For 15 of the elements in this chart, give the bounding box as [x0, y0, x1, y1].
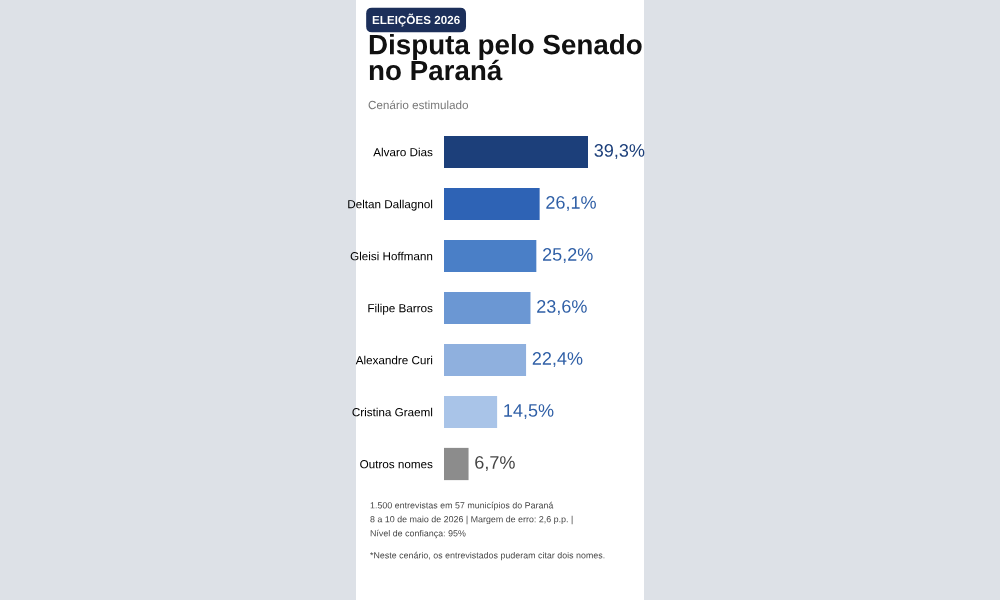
data-label: 39,3%: [594, 144, 645, 159]
bar: [444, 343, 527, 377]
data-label: 25,2%: [543, 248, 593, 263]
data-label: 6,7%: [475, 456, 515, 471]
bar: [444, 447, 469, 481]
bar: [444, 187, 540, 221]
data-label: 14,5%: [504, 404, 554, 419]
bar: [444, 239, 537, 273]
data-label: 22,4%: [532, 352, 583, 367]
bar: [444, 395, 498, 429]
bar: [444, 135, 588, 169]
data-label: 23,6%: [537, 300, 587, 315]
bar: [444, 291, 531, 325]
data-label: 26,1%: [546, 196, 596, 211]
chart-title: Disputa pelo Senado no Paraná: [369, 34, 642, 81]
